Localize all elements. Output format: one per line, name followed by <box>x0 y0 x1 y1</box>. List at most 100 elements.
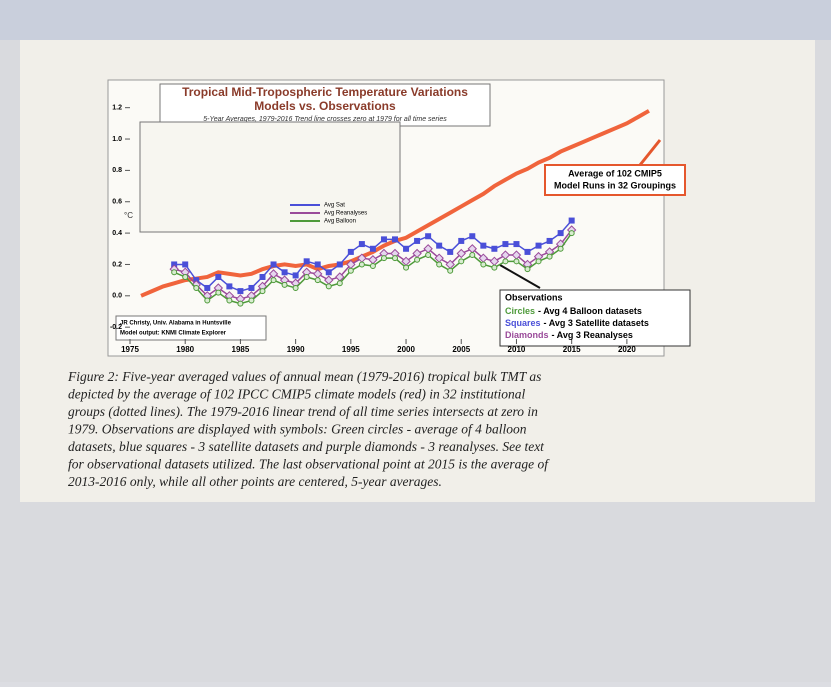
key-symbol: Squares <box>505 318 541 328</box>
x-tick-label: 2005 <box>452 345 470 354</box>
circle-marker <box>568 230 575 237</box>
circle-marker <box>524 266 531 273</box>
key-text: - Avg 3 Satellite datasets <box>544 318 649 328</box>
key-symbol: Diamonds <box>505 330 549 340</box>
circle-marker <box>447 267 454 274</box>
circle-marker <box>469 252 476 259</box>
circle-marker <box>270 277 277 284</box>
annotation-box <box>544 164 686 196</box>
circle-marker <box>347 267 354 274</box>
caption-line: Figure 2: Five-year averaged values of a… <box>67 369 541 384</box>
square-marker <box>425 233 432 240</box>
square-marker <box>259 273 266 280</box>
circle-marker <box>380 255 387 262</box>
square-marker <box>270 261 277 268</box>
y-tick-label: 1.2 <box>112 105 122 112</box>
caption-line: groups (dotted lines). The 1979-2016 lin… <box>68 404 538 419</box>
square-marker <box>303 258 310 265</box>
square-marker <box>436 242 443 249</box>
circle-marker <box>303 273 310 280</box>
caption-line: depicted by the average of 102 IPCC CMIP… <box>68 387 526 402</box>
legend-label: Avg Sat <box>324 203 345 209</box>
credit-box <box>115 315 267 341</box>
observations-key: Diamonds - Avg 3 Reanalyses <box>505 330 633 340</box>
square-marker <box>568 217 575 224</box>
square-marker <box>182 261 189 268</box>
circle-marker <box>480 261 487 268</box>
diamond-marker <box>456 248 466 259</box>
square-marker <box>403 245 410 252</box>
annotation-arrow <box>638 139 662 166</box>
key-symbol: Circles <box>505 306 535 316</box>
square-marker <box>248 284 255 291</box>
circle-marker <box>314 277 321 284</box>
top-surface <box>0 0 831 40</box>
circle-marker <box>546 253 553 260</box>
x-tick-label: 2020 <box>618 345 636 354</box>
square-marker <box>557 230 564 237</box>
circle-marker <box>259 288 266 295</box>
square-marker <box>204 284 211 291</box>
caption-line: 2013-2016 only, while all other points a… <box>68 474 442 489</box>
x-tick-label: 1985 <box>232 345 250 354</box>
y-tick-label: 0.8 <box>112 167 122 174</box>
square-marker <box>392 236 398 243</box>
circle-marker <box>292 284 299 291</box>
circle-marker <box>392 255 398 262</box>
annotation: Model Runs in 32 Groupings <box>554 180 676 190</box>
square-marker <box>237 288 244 295</box>
square-marker <box>369 245 376 252</box>
square-marker <box>535 242 542 249</box>
chart-title: Models vs. Observations <box>254 99 396 113</box>
circle-marker <box>204 297 211 304</box>
x-tick-label: 1995 <box>342 345 360 354</box>
square-marker <box>380 236 387 243</box>
square-marker <box>414 237 421 244</box>
circle-marker <box>336 280 343 287</box>
annotation: Average of 102 CMIP5 <box>568 168 662 178</box>
circle-marker <box>193 284 200 291</box>
caption-line: datasets, blue squares - 3 satellite dat… <box>68 439 545 454</box>
circle-marker <box>425 252 432 259</box>
circle-marker <box>171 269 178 276</box>
circle-marker <box>414 256 421 263</box>
circle-marker <box>237 300 244 307</box>
credit: Model output: KNMI Climate Explorer <box>120 331 227 337</box>
x-tick-label: 2015 <box>563 345 581 354</box>
square-marker <box>524 248 531 255</box>
caption-line: 1979. Observations are displayed with sy… <box>68 422 527 437</box>
square-marker <box>347 248 354 255</box>
x-tick-label: 1980 <box>176 345 194 354</box>
y-tick-label: 0.6 <box>112 199 122 206</box>
observations-box <box>499 289 691 347</box>
square-marker <box>226 283 233 290</box>
title-box <box>159 83 491 127</box>
key-text: - Avg 3 Reanalyses <box>552 330 633 340</box>
legend-label: Avg Reanalyses <box>324 211 367 217</box>
circle-marker <box>182 273 189 280</box>
y-tick-label: -0.2 <box>110 324 122 331</box>
chart-subtitle: 5-Year Averages, 1979-2016 Trend line cr… <box>203 116 447 123</box>
square-marker <box>336 261 343 268</box>
circle-marker <box>403 264 410 271</box>
legend-label: Avg Balloon <box>324 219 356 225</box>
observations-arrow <box>499 264 541 289</box>
circle-marker <box>535 258 542 265</box>
key-text: - Avg 4 Balloon datasets <box>538 306 642 316</box>
circle-marker <box>436 261 443 268</box>
square-marker <box>358 241 365 248</box>
circle-marker <box>325 283 332 290</box>
square-marker <box>480 242 487 249</box>
x-tick-label: 2000 <box>397 345 415 354</box>
circle-marker <box>458 258 465 265</box>
square-marker <box>513 241 520 248</box>
square-marker <box>469 233 476 240</box>
legend-box <box>139 121 401 233</box>
square-marker <box>281 269 288 276</box>
credit: JR Christy, Univ. Alabama in Huntsville <box>120 321 232 327</box>
circle-marker <box>513 258 520 265</box>
y-tick-label: 0.0 <box>112 293 122 300</box>
observations-key: Circles - Avg 4 Balloon datasets <box>505 306 642 316</box>
chart-title: Tropical Mid-Tropospheric Temperature Va… <box>182 85 468 99</box>
